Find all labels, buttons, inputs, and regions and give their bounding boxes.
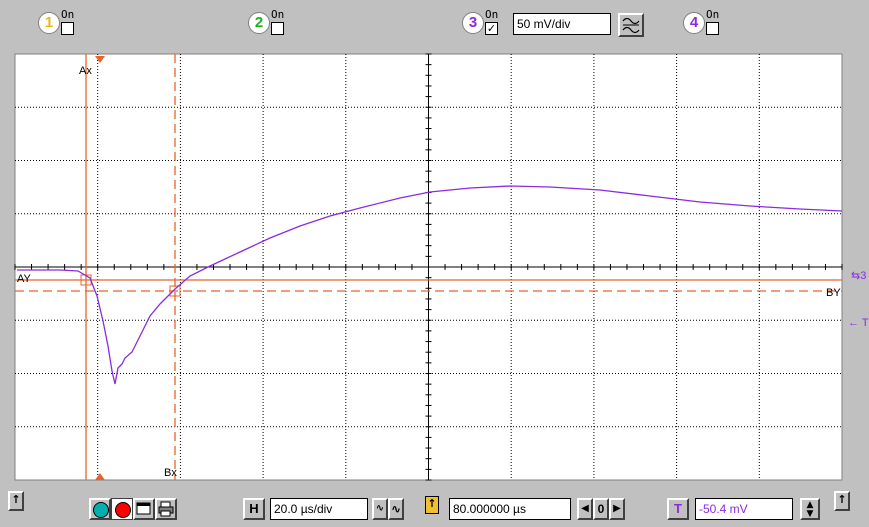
- channel-4-on-label: On: [706, 8, 720, 21]
- cursor-lines[interactable]: [15, 54, 842, 480]
- channel-2-on-label: On: [271, 8, 285, 21]
- cursor-ax-top-marker[interactable]: [95, 56, 105, 63]
- channel-4-badge[interactable]: 4: [683, 12, 705, 34]
- horizontal-button[interactable]: H: [243, 498, 265, 520]
- red-dot-button[interactable]: [111, 498, 133, 520]
- channel-3-scale-field[interactable]: 50 mV/div: [513, 13, 611, 35]
- cursor-ay-label: AY: [17, 273, 32, 285]
- channel-1-on-label: On: [61, 8, 75, 21]
- trace-3-marker: ⇆3: [851, 270, 866, 282]
- graticule-grid: [14, 53, 843, 481]
- channel-toolbar: 1 On 2 On 3 On ✓ 50 mV/div 4 On: [0, 0, 869, 46]
- bottom-toolbar: ↑ H 20.0 µs/div ∿ ∿ ↑ 80.000000 µs ◀ 0 ▶…: [0, 488, 869, 527]
- trigger-position-marker-icon[interactable]: ↑: [425, 496, 439, 514]
- red-dot-icon: [115, 502, 131, 518]
- arrow-up-right-icon[interactable]: ↑: [834, 491, 850, 511]
- cursor-bx-label: Bx: [164, 467, 177, 479]
- position-left-button[interactable]: ◀: [577, 498, 593, 520]
- channel-3-on-label: On: [485, 8, 499, 21]
- scope-canvas: Ax Bx AY BY ⇆3 ← T: [14, 53, 869, 481]
- trigger-level-field[interactable]: -50.4 mV: [695, 498, 793, 520]
- timebase-field[interactable]: 20.0 µs/div: [270, 498, 368, 520]
- ac-coupling-icon: [622, 17, 640, 34]
- channel-1-badge[interactable]: 1: [38, 12, 60, 34]
- trigger-marker: ← T: [848, 317, 869, 329]
- trigger-button[interactable]: T: [667, 498, 689, 520]
- channel-3-trace: [17, 185, 843, 385]
- channel-1-checkbox[interactable]: [61, 22, 74, 35]
- window-button[interactable]: [133, 498, 155, 520]
- window-icon: [136, 502, 151, 515]
- trigger-level-spinner[interactable]: ▲ ▼: [800, 498, 820, 520]
- channel-3-badge[interactable]: 3: [462, 12, 484, 34]
- cursor-by-label: BY: [826, 287, 841, 299]
- zoom-small-icon[interactable]: ∿: [372, 498, 388, 520]
- position-right-button[interactable]: ▶: [609, 498, 625, 520]
- zoom-wave-icon[interactable]: ∿: [388, 498, 404, 520]
- teal-dot-button[interactable]: [89, 498, 111, 520]
- channel-3-coupling-button[interactable]: [618, 13, 644, 37]
- scope-display: Ax Bx AY BY ⇆3 ← T: [0, 46, 869, 488]
- cursor-ax-bottom-marker[interactable]: [95, 473, 105, 480]
- print-button[interactable]: [155, 498, 177, 520]
- channel-2-badge[interactable]: 2: [248, 12, 270, 34]
- position-field[interactable]: 80.000000 µs: [449, 498, 571, 520]
- position-zero-button[interactable]: 0: [593, 498, 609, 520]
- printer-icon: [158, 501, 174, 517]
- channel-2-checkbox[interactable]: [271, 22, 284, 35]
- teal-dot-icon: [93, 502, 109, 518]
- arrow-up-icon[interactable]: ↑: [8, 491, 24, 511]
- cursor-ax-label: Ax: [79, 65, 92, 77]
- channel-3-checkbox[interactable]: ✓: [485, 22, 498, 35]
- channel-4-checkbox[interactable]: [706, 22, 719, 35]
